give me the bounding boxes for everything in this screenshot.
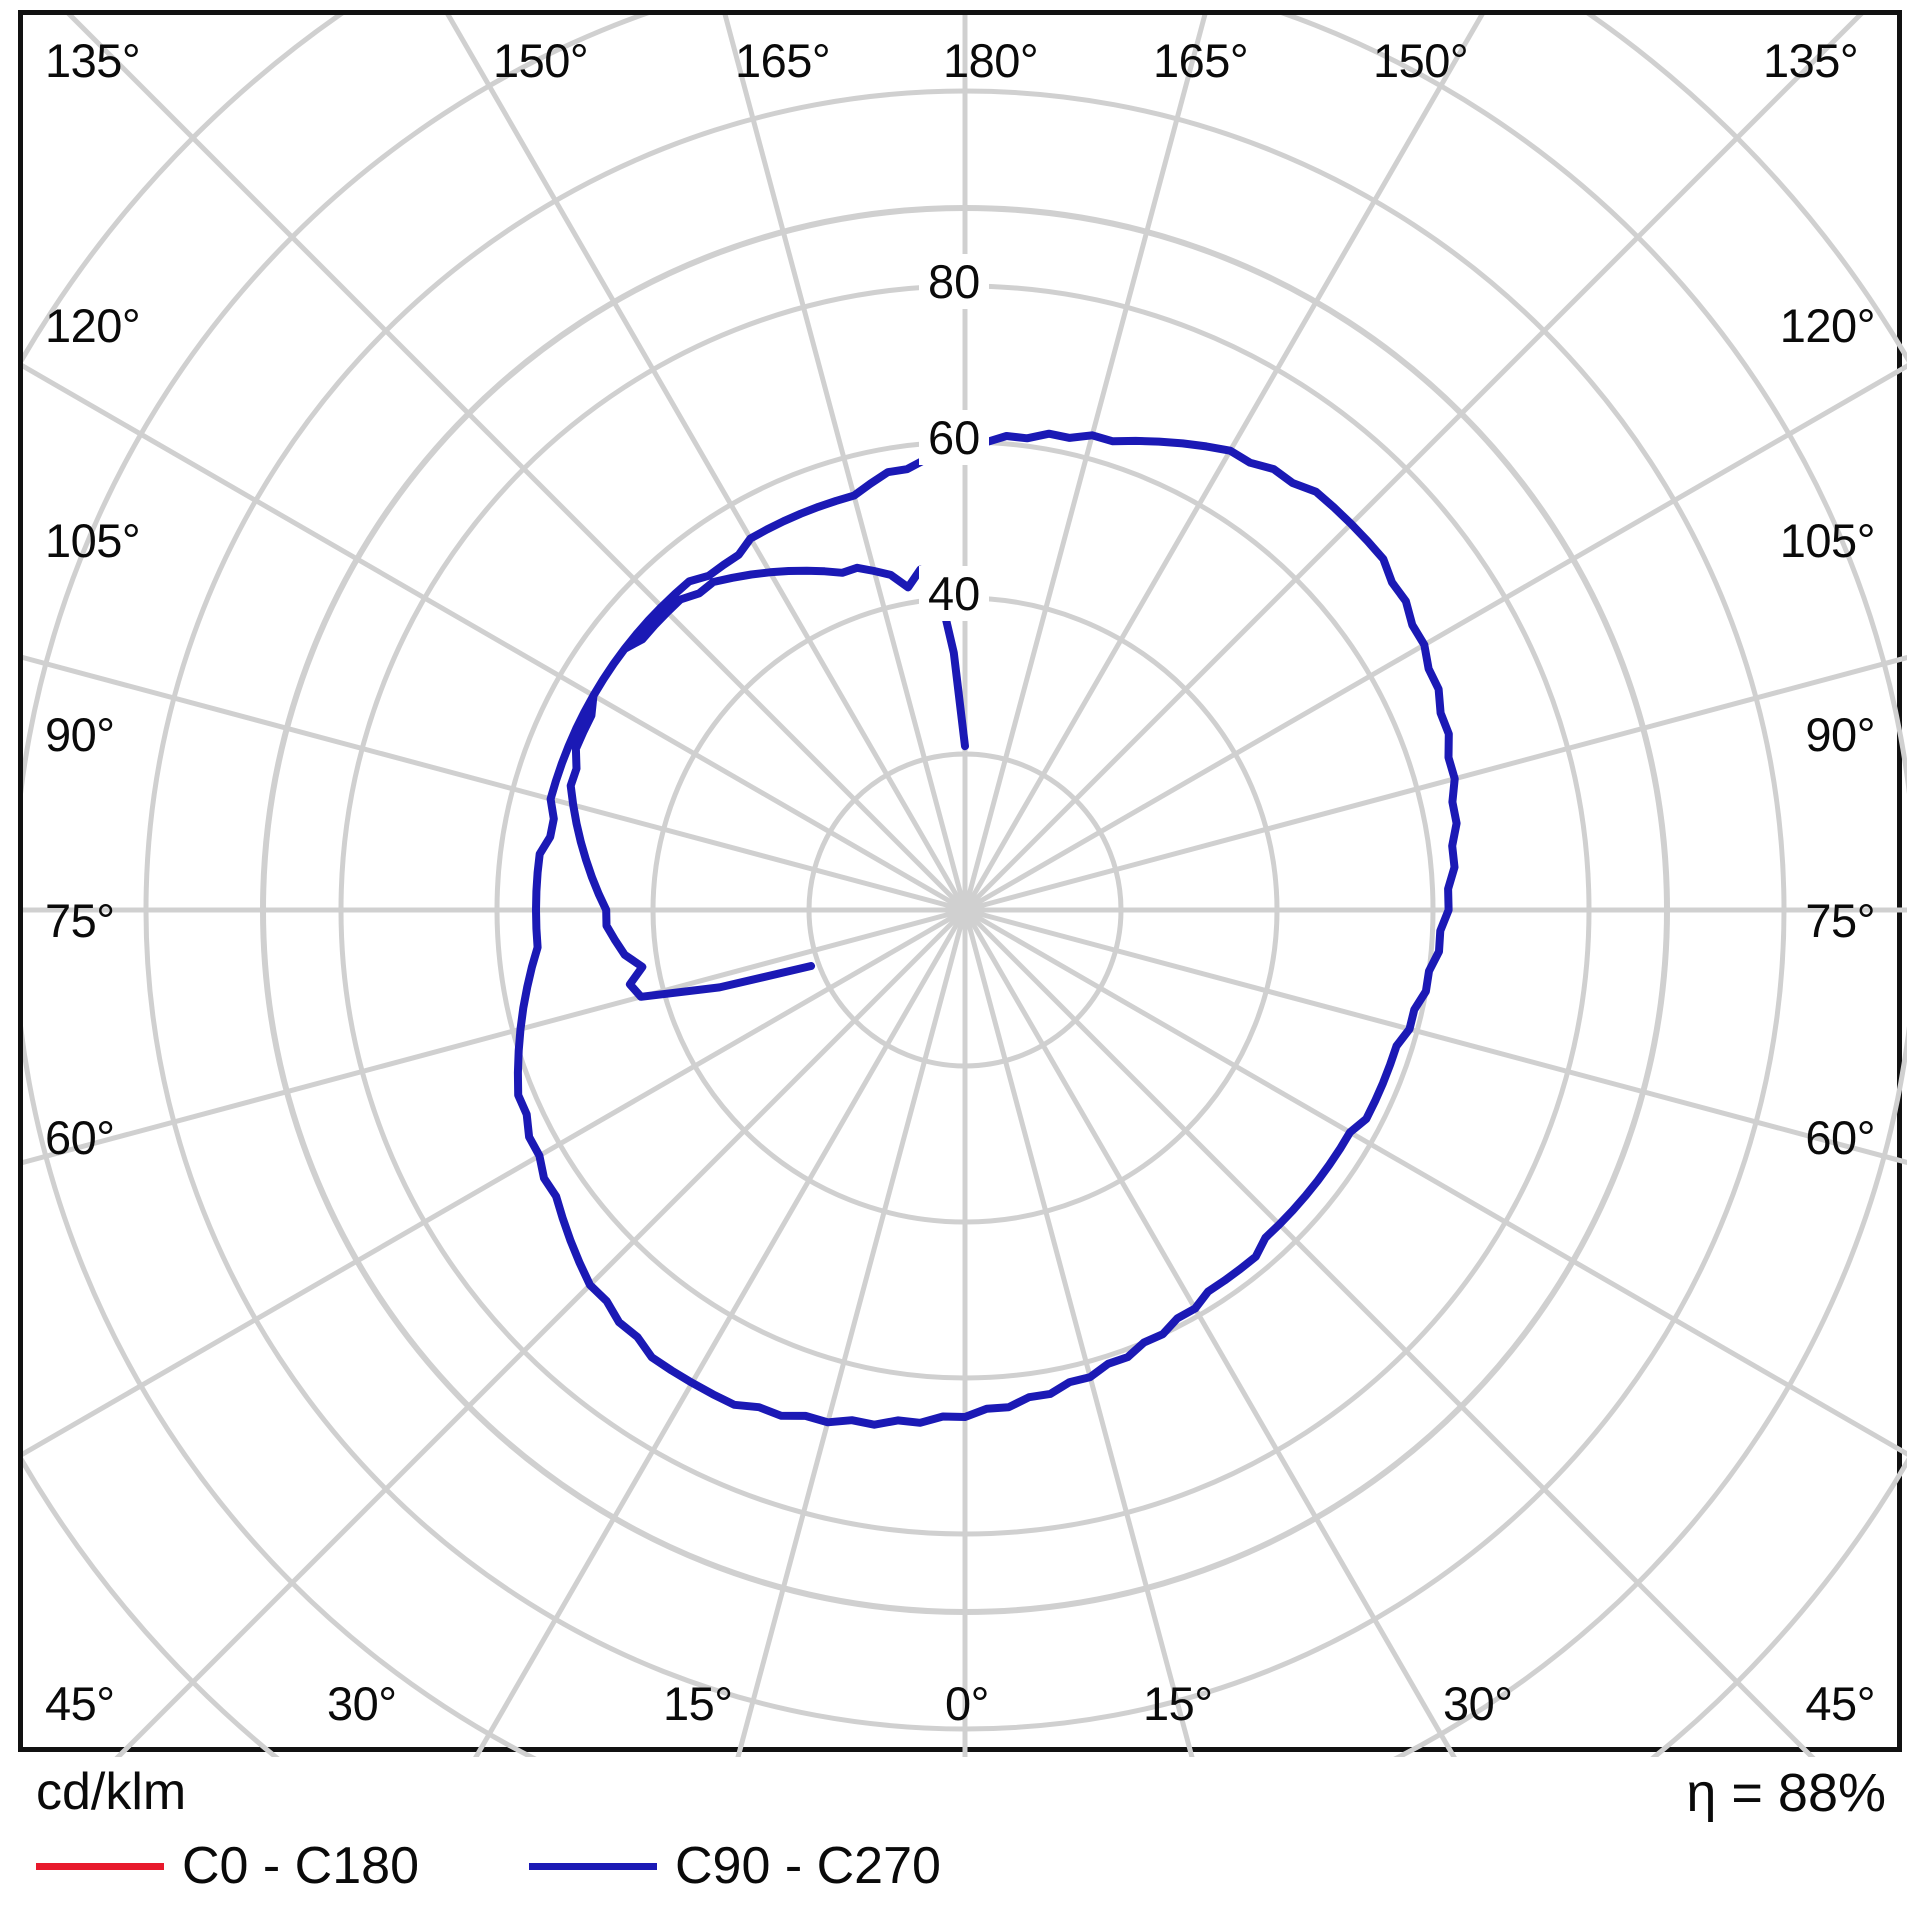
radial-tick-80: 80 xyxy=(919,254,990,309)
legend-label-c0-c180: C0 - C180 xyxy=(182,1837,419,1895)
chart-footer: cd/klm η = 88% C0 - C180 C90 - C270 xyxy=(18,1760,1902,1910)
angle-label-top-165-right: 165° xyxy=(1153,34,1249,87)
legend-swatch-c0-c180 xyxy=(36,1862,164,1870)
angle-label-left-90: 90° xyxy=(45,708,115,761)
angle-label-right-105: 105° xyxy=(1779,514,1876,567)
radial-tick-40: 40 xyxy=(919,566,990,621)
angle-label-right-75: 75° xyxy=(1805,894,1875,947)
polar-plot-area: 135° 150° 165° 180° 165° 150° 135° 120° … xyxy=(18,10,1907,1757)
angle-label-top-180: 180° xyxy=(943,34,1039,87)
chart-legend: C0 - C180 C90 - C270 xyxy=(36,1836,1051,1896)
angle-label-bottom-45-right: 45° xyxy=(1805,1677,1875,1730)
angle-label-right-60: 60° xyxy=(1805,1111,1875,1164)
curve-c90-c270 xyxy=(513,429,1461,1429)
angle-label-top-135-left: 135° xyxy=(45,34,141,87)
angle-label-bottom-30-left: 30° xyxy=(327,1677,397,1730)
angle-label-bottom-15-left: 15° xyxy=(663,1677,733,1730)
polar-grid-and-curve xyxy=(23,15,1907,1757)
angle-label-top-135-right: 135° xyxy=(1763,34,1859,87)
polar-gridlines xyxy=(23,15,1907,1757)
angle-label-left-105: 105° xyxy=(45,514,141,567)
angle-label-top-165-left: 165° xyxy=(735,34,831,87)
angle-label-bottom-30-right: 30° xyxy=(1443,1677,1513,1730)
angle-label-bottom-45-left: 45° xyxy=(45,1677,115,1730)
angle-label-right-90: 90° xyxy=(1805,708,1875,761)
angle-label-bottom-15-right: 15° xyxy=(1143,1677,1213,1730)
radial-tick-60: 60 xyxy=(919,410,990,465)
intensity-curves xyxy=(513,429,1461,1429)
efficiency-label: η = 88% xyxy=(1686,1763,1886,1823)
angle-label-top-150-left: 150° xyxy=(493,34,589,87)
legend-label-c90-c270: C90 - C270 xyxy=(675,1837,941,1895)
legend-item-c90-c270[interactable]: C90 - C270 xyxy=(529,1836,941,1896)
angle-label-left-75: 75° xyxy=(45,894,115,947)
angle-label-top-150-right: 150° xyxy=(1373,34,1469,87)
angle-label-bottom-0: 0° xyxy=(945,1677,989,1730)
angle-label-right-120: 120° xyxy=(1779,299,1876,352)
legend-swatch-c90-c270 xyxy=(529,1862,657,1870)
angle-label-left-120: 120° xyxy=(45,299,141,352)
angle-label-left-60: 60° xyxy=(45,1111,115,1164)
legend-item-c0-c180[interactable]: C0 - C180 xyxy=(36,1836,419,1896)
unit-label: cd/klm xyxy=(36,1763,187,1821)
